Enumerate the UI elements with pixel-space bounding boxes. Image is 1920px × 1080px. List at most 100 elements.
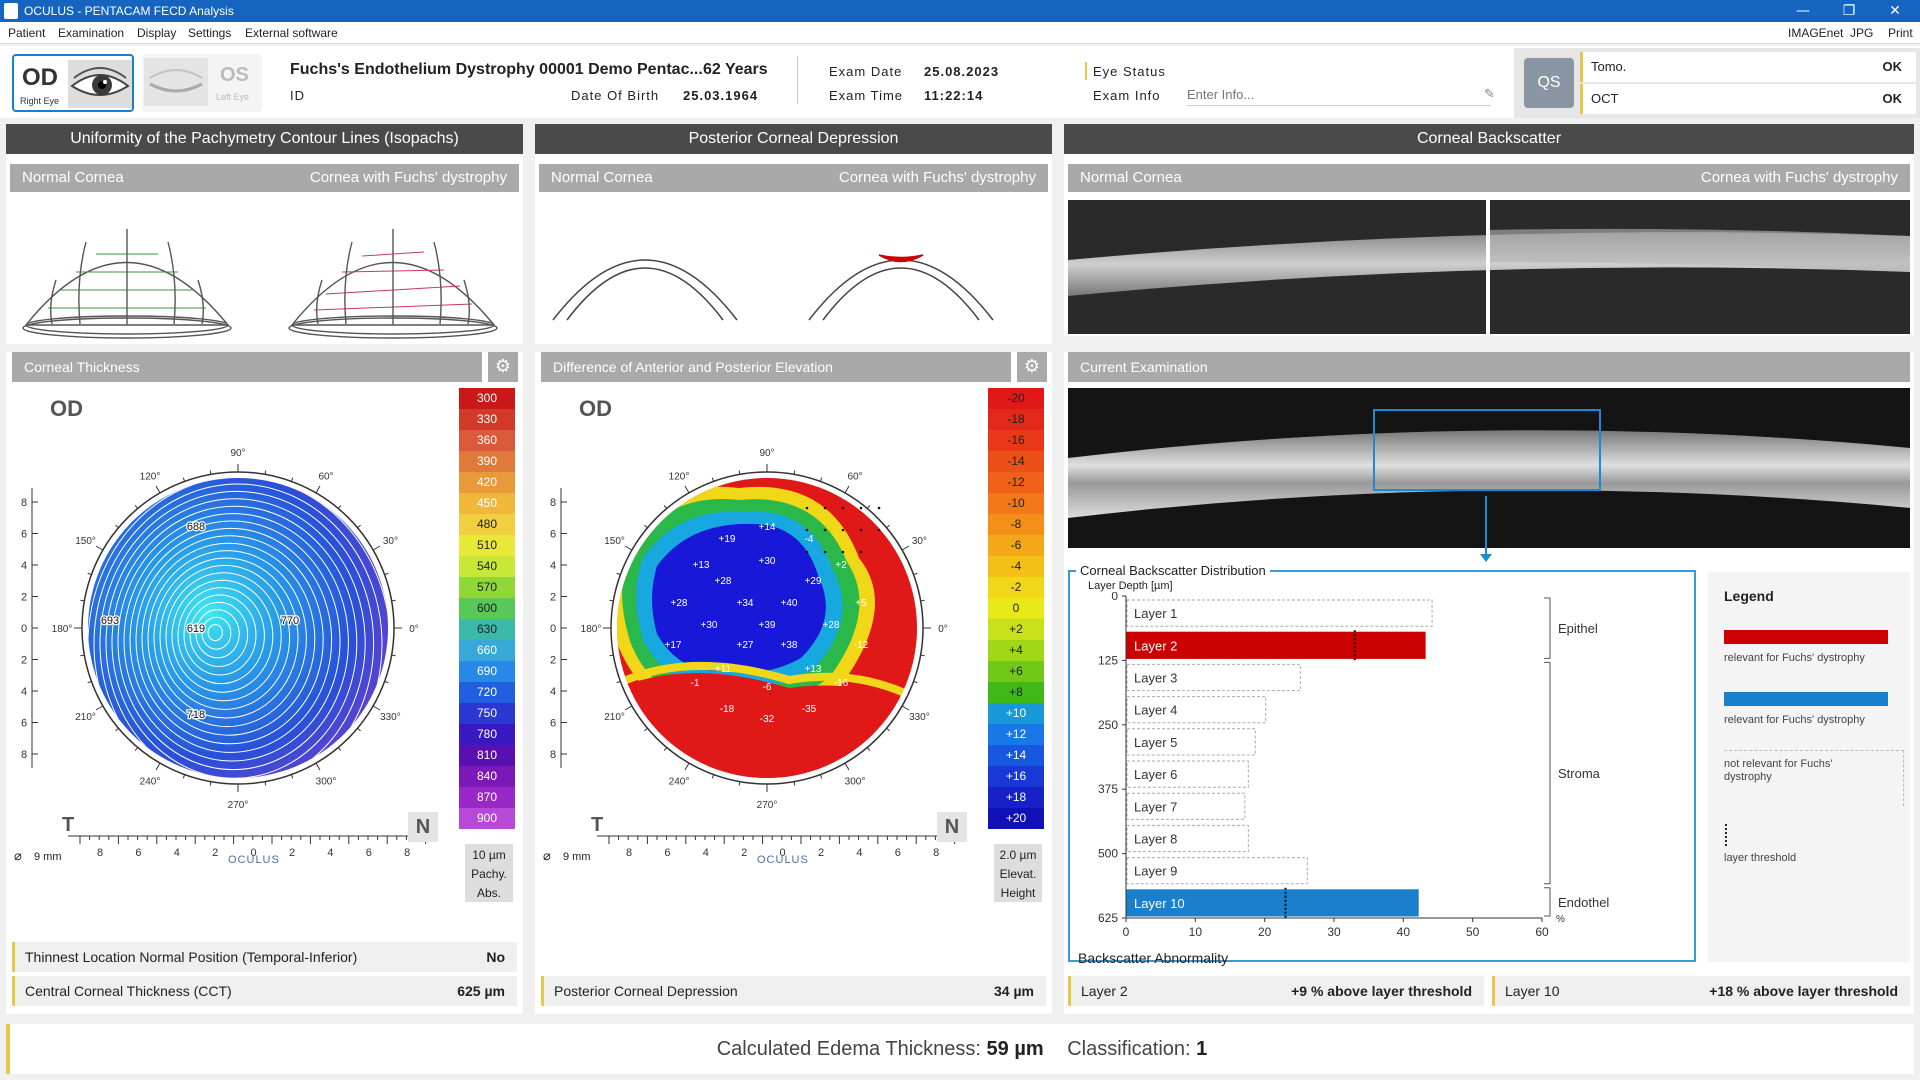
thickness-y-tick-label: 4 bbox=[21, 686, 27, 698]
menu-examination[interactable]: Examination bbox=[58, 26, 125, 40]
elevation-lower-boundary bbox=[617, 662, 917, 704]
thickness-x-tick-label: 8 bbox=[404, 847, 410, 858]
distribution-x-tick-label: 30 bbox=[1327, 925, 1341, 939]
elevation-angle-label: 180° bbox=[581, 624, 602, 635]
distribution-legend: Legend relevant for Fuchs' dystrophy rel… bbox=[1708, 572, 1910, 962]
elevation-value-label: +13 bbox=[805, 664, 822, 675]
backscatter-comparison-image bbox=[1068, 200, 1910, 334]
thickness-angle-tick bbox=[391, 599, 396, 602]
elevation-value-label: +39 bbox=[759, 620, 776, 631]
distribution-y-tick-label: 500 bbox=[1098, 847, 1118, 861]
legend-not-relevant-swatch bbox=[1724, 750, 1904, 806]
elevation-blue-zone bbox=[652, 523, 826, 673]
thickness-angle-tick bbox=[372, 705, 381, 711]
thickness-scale-step: 870 bbox=[459, 787, 515, 808]
fuchs-cornea-arc bbox=[808, 254, 994, 321]
thickness-value-label: 688 bbox=[187, 521, 205, 533]
qs-button[interactable]: QS bbox=[1524, 58, 1574, 108]
restore-button[interactable]: ❐ bbox=[1842, 3, 1856, 19]
elevation-value-label: +11 bbox=[715, 664, 732, 675]
menu-patient[interactable]: Patient bbox=[8, 26, 46, 40]
distribution-bar-label: Layer 4 bbox=[1134, 703, 1177, 718]
backscatter-title: Corneal Backscatter bbox=[1064, 124, 1914, 154]
elevation-difference-bar: Difference of Anterior and Posterior Ele… bbox=[541, 352, 1011, 382]
elevation-nasal-label: N bbox=[937, 812, 967, 842]
thickness-temporal-label: T bbox=[62, 814, 75, 836]
thickness-scale-step: 480 bbox=[459, 514, 515, 535]
summary-footer: Calculated Edema Thickness: 59 µm Classi… bbox=[6, 1024, 1914, 1074]
menu-jpg[interactable]: JPG bbox=[1850, 26, 1874, 40]
depression-title: Posterior Corneal Depression bbox=[535, 124, 1052, 154]
distribution-bar bbox=[1126, 824, 1249, 853]
elevation-angle-tick bbox=[711, 477, 715, 482]
elevation-angle-tick bbox=[684, 485, 690, 494]
thickness-angle-label: 30° bbox=[383, 536, 398, 547]
elevation-measure-dot bbox=[805, 528, 809, 532]
edit-pencil-icon[interactable]: ✎ bbox=[1484, 86, 1495, 101]
close-button[interactable]: ✕ bbox=[1889, 3, 1901, 19]
dob-label: Date Of Birth bbox=[571, 88, 660, 103]
menu-display[interactable]: Display bbox=[137, 26, 177, 40]
elevation-value-label: +5 bbox=[855, 598, 867, 609]
thickness-angle-tick bbox=[357, 727, 361, 732]
isopach-line bbox=[165, 572, 282, 702]
thickness-color-scale: 300 330 360 390 420 450 480 510 540 570 600 630 660 6… bbox=[459, 388, 515, 829]
thickness-y-tick-label: 8 bbox=[21, 497, 27, 509]
thickness-angle-tick bbox=[391, 654, 396, 657]
thickness-y-tick-label: 8 bbox=[21, 749, 27, 761]
elevation-y-tick-label: 4 bbox=[550, 560, 556, 572]
isopachs-subheader: Normal Cornea Cornea with Fuchs' dystrop… bbox=[10, 164, 519, 192]
thickness-angle-tick bbox=[209, 781, 212, 786]
status-area: QS Tomo. OK OCT OK bbox=[1514, 48, 1920, 118]
depression-subheader: Normal Cornea Cornea with Fuchs' dystrop… bbox=[539, 164, 1048, 192]
elevation-angle-tick bbox=[913, 680, 918, 684]
os-eye-button[interactable]: OS Left Eye bbox=[142, 54, 262, 112]
distribution-x-tick-label: 0 bbox=[1123, 925, 1130, 939]
menu-external-software[interactable]: External software bbox=[245, 26, 338, 40]
thickness-settings-gear-icon[interactable]: ⚙ bbox=[488, 352, 518, 382]
classification-value: 1 bbox=[1196, 1038, 1208, 1060]
minimize-button[interactable]: — bbox=[1796, 3, 1810, 19]
thickness-scale-step: 510 bbox=[459, 535, 515, 556]
thickness-x-tick-label: 6 bbox=[366, 847, 372, 858]
distribution-bar-label: Layer 2 bbox=[1134, 638, 1177, 653]
menu-print[interactable]: Print bbox=[1888, 26, 1913, 40]
elevation-scale-step: -10 bbox=[988, 493, 1044, 514]
elevation-angle-label: 330° bbox=[909, 712, 930, 723]
exam-time-label: Exam Time bbox=[829, 88, 904, 103]
elevation-angle-tick bbox=[886, 524, 890, 529]
header-divider bbox=[797, 56, 798, 104]
elevation-scale-step: +14 bbox=[988, 745, 1044, 766]
eye-status-marker bbox=[1085, 62, 1087, 80]
elevation-angle-tick bbox=[663, 505, 668, 509]
thickness-x-tick-label: 6 bbox=[135, 847, 141, 858]
distribution-y-axis-label: Layer Depth [µm] bbox=[1088, 580, 1173, 592]
isopach-line bbox=[135, 535, 324, 745]
elevation-y-tick-label: 2 bbox=[550, 592, 556, 604]
od-eye-button[interactable]: OD Right Eye bbox=[12, 54, 134, 112]
menu-imagenet[interactable]: IMAGEnet bbox=[1788, 26, 1844, 40]
elevation-value-label: +17 bbox=[665, 640, 682, 651]
tomo-status-label: Tomo. bbox=[1591, 59, 1627, 74]
thickness-y-tick-label: 4 bbox=[21, 560, 27, 572]
isopachs-title: Uniformity of the Pachymetry Contour Lin… bbox=[6, 124, 523, 154]
distribution-y-tick-label: 0 bbox=[1111, 592, 1118, 603]
thickness-value-label: 770 bbox=[281, 615, 299, 627]
menu-settings[interactable]: Settings bbox=[188, 26, 232, 40]
thickness-angle-label: 300° bbox=[316, 776, 337, 787]
elevation-scale-step: +8 bbox=[988, 682, 1044, 703]
elevation-scale-step: -2 bbox=[988, 577, 1044, 598]
thickness-angle-tick bbox=[315, 762, 321, 771]
isopach-line bbox=[183, 594, 257, 676]
cct-row: Central Corneal Thickness (CCT) 625 µm bbox=[12, 976, 517, 1006]
abnormality-layer10-value: +18 % above layer threshold bbox=[1709, 983, 1898, 999]
elevation-angle-label: 210° bbox=[604, 712, 625, 723]
exam-info-input[interactable] bbox=[1187, 84, 1491, 106]
app-logo-icon bbox=[4, 3, 18, 19]
thickness-isopach-lines bbox=[88, 478, 388, 778]
elevation-scale-step: +2 bbox=[988, 619, 1044, 640]
elevation-scale-step: +20 bbox=[988, 808, 1044, 829]
isopachs-panel: Uniformity of the Pachymetry Contour Lin… bbox=[6, 124, 523, 1014]
thinnest-location-label: Thinnest Location Normal Position (Tempo… bbox=[25, 949, 358, 965]
elevation-settings-gear-icon[interactable]: ⚙ bbox=[1017, 352, 1047, 382]
